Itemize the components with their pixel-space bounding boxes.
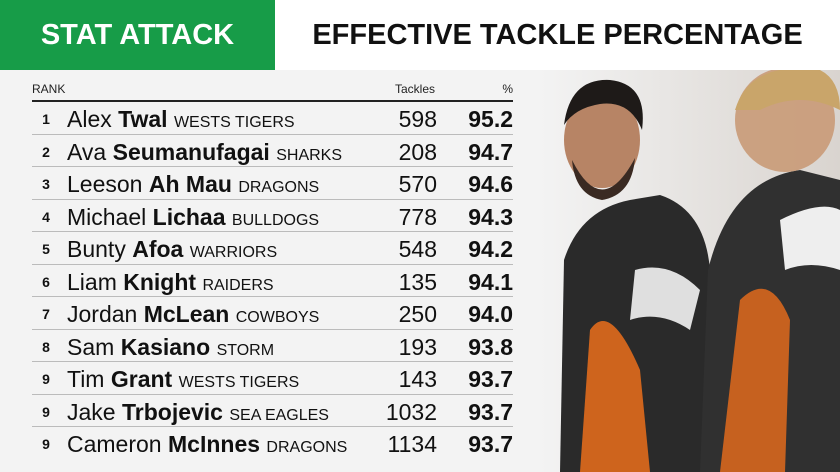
first-name: Sam: [67, 333, 115, 360]
first-name: Tim: [67, 366, 105, 392]
first-name: Cameron: [67, 431, 162, 457]
table-row: 7 Jordan McLean COWBOYS 250 94.0: [32, 297, 513, 330]
table-row: 5 Bunty Afoa WARRIORS 548 94.2: [32, 232, 513, 265]
team: DRAGONS: [238, 179, 320, 196]
rank: 3: [42, 176, 50, 192]
last-name: Ah Mau: [148, 171, 232, 197]
table-row: 1 Alex Twal WESTS TIGERS 598 95.2: [32, 102, 513, 135]
player-name: Jake Trbojevic SEA EAGLES: [67, 399, 329, 426]
rank: 9: [42, 371, 50, 387]
percentage: 94.7: [468, 138, 513, 165]
team: DRAGONS: [266, 439, 348, 456]
tackles: 193: [398, 333, 437, 360]
player-name: Cameron McInnes DRAGONS: [67, 431, 347, 458]
rank: 6: [42, 273, 50, 290]
first-name: Bunty: [67, 236, 126, 262]
first-name: Jordan: [67, 301, 138, 327]
badge: STAT ATTACK: [0, 0, 275, 70]
table-row: 2 Ava Seumanufagai SHARKS 208 94.7: [32, 135, 513, 167]
tackles: 250: [398, 301, 437, 327]
table-row: 6 Liam Knight RAIDERS 135 94.1: [32, 265, 513, 297]
team: WESTS TIGERS: [173, 114, 295, 131]
table-row: 8 Sam Kasiano STORM 193 93.8: [32, 330, 513, 362]
team: STORM: [216, 341, 275, 359]
column-header: RANK: [32, 82, 66, 96]
last-name: Trbojevic: [121, 398, 223, 425]
tackles: 135: [398, 268, 437, 295]
team: COWBOYS: [235, 309, 320, 326]
first-name: Liam: [67, 268, 117, 295]
player-name: Jordan McLean COWBOYS: [67, 301, 319, 328]
player-name: Michael Lichaa BULLDOGS: [67, 204, 319, 231]
last-name: McLean: [143, 301, 230, 327]
rank: 9: [42, 436, 50, 452]
rank: 7: [42, 306, 50, 322]
table-row: 3 Leeson Ah Mau DRAGONS 570 94.6: [32, 167, 513, 200]
team: WESTS TIGERS: [178, 374, 300, 391]
first-name: Michael: [67, 203, 147, 230]
table-body: 1 Alex Twal WESTS TIGERS 598 95.2 2 Ava Seuma…: [32, 102, 513, 459]
tackles: 1134: [387, 431, 437, 457]
player-name: Tim Grant WESTS TIGERS: [67, 366, 299, 393]
rank: 2: [42, 143, 50, 160]
table-row: 9 Cameron McInnes DRAGONS 1134 93.7: [32, 427, 513, 459]
player-name: Sam Kasiano STORM: [67, 334, 274, 361]
column-header: %: [502, 82, 513, 96]
table-row: 9 Jake Trbojevic SEA EAGLES 1032 93.7: [32, 395, 513, 427]
table-header: RANK Tackles %: [32, 78, 513, 102]
last-name: Afoa: [132, 236, 184, 262]
player-name: Leeson Ah Mau DRAGONS: [67, 171, 319, 198]
team: SHARKS: [276, 146, 343, 164]
last-name: Seumanufagai: [112, 138, 270, 165]
rank: 8: [42, 338, 50, 355]
first-name: Ava: [67, 138, 107, 165]
tackles: 570: [398, 171, 437, 197]
percentage: 93.7: [468, 431, 513, 457]
team: BULLDOGS: [231, 211, 320, 229]
player-name: Liam Knight RAIDERS: [67, 269, 274, 296]
last-name: Knight: [123, 268, 197, 295]
column-header: Tackles: [394, 82, 435, 96]
percentage: 93.8: [468, 333, 513, 360]
first-name: Jake: [67, 398, 116, 425]
tackles: 598: [398, 106, 437, 132]
player-name: Bunty Afoa WARRIORS: [67, 236, 277, 263]
tackles: 548: [398, 236, 437, 262]
rank: 5: [42, 241, 50, 257]
team: RAIDERS: [202, 276, 274, 294]
player-name: Alex Twal WESTS TIGERS: [67, 106, 295, 133]
player-photo: [540, 70, 840, 472]
percentage: 94.6: [468, 171, 513, 197]
tackles: 208: [398, 138, 437, 165]
tackles: 143: [398, 366, 437, 392]
percentage: 93.7: [468, 366, 513, 392]
title: EFFECTIVE TACKLE PERCENTAGE: [275, 0, 840, 70]
tackles: 778: [398, 203, 437, 230]
last-name: Grant: [110, 366, 173, 392]
team: WARRIORS: [189, 244, 278, 261]
rank: 4: [42, 208, 50, 225]
percentage: 94.1: [468, 268, 513, 295]
percentage: 93.7: [468, 398, 513, 425]
player-name: Ava Seumanufagai SHARKS: [67, 139, 342, 166]
last-name: Twal: [118, 106, 168, 132]
tackles: 1032: [385, 398, 437, 425]
first-name: Leeson: [67, 171, 143, 197]
team: SEA EAGLES: [229, 406, 329, 424]
last-name: McInnes: [168, 431, 261, 457]
table-row: 4 Michael Lichaa BULLDOGS 778 94.3: [32, 200, 513, 232]
percentage: 94.2: [468, 236, 513, 262]
table: RANK Tackles % 1 Alex Twal WESTS TIGERS 59…: [32, 78, 513, 459]
rank: 9: [42, 403, 50, 420]
rank: 1: [42, 111, 50, 127]
last-name: Kasiano: [120, 333, 211, 360]
percentage: 94.0: [468, 301, 513, 327]
percentage: 94.3: [468, 203, 513, 230]
first-name: Alex: [67, 106, 112, 132]
last-name: Lichaa: [152, 203, 226, 230]
percentage: 95.2: [468, 106, 513, 132]
table-row: 9 Tim Grant WESTS TIGERS 143 93.7: [32, 362, 513, 395]
